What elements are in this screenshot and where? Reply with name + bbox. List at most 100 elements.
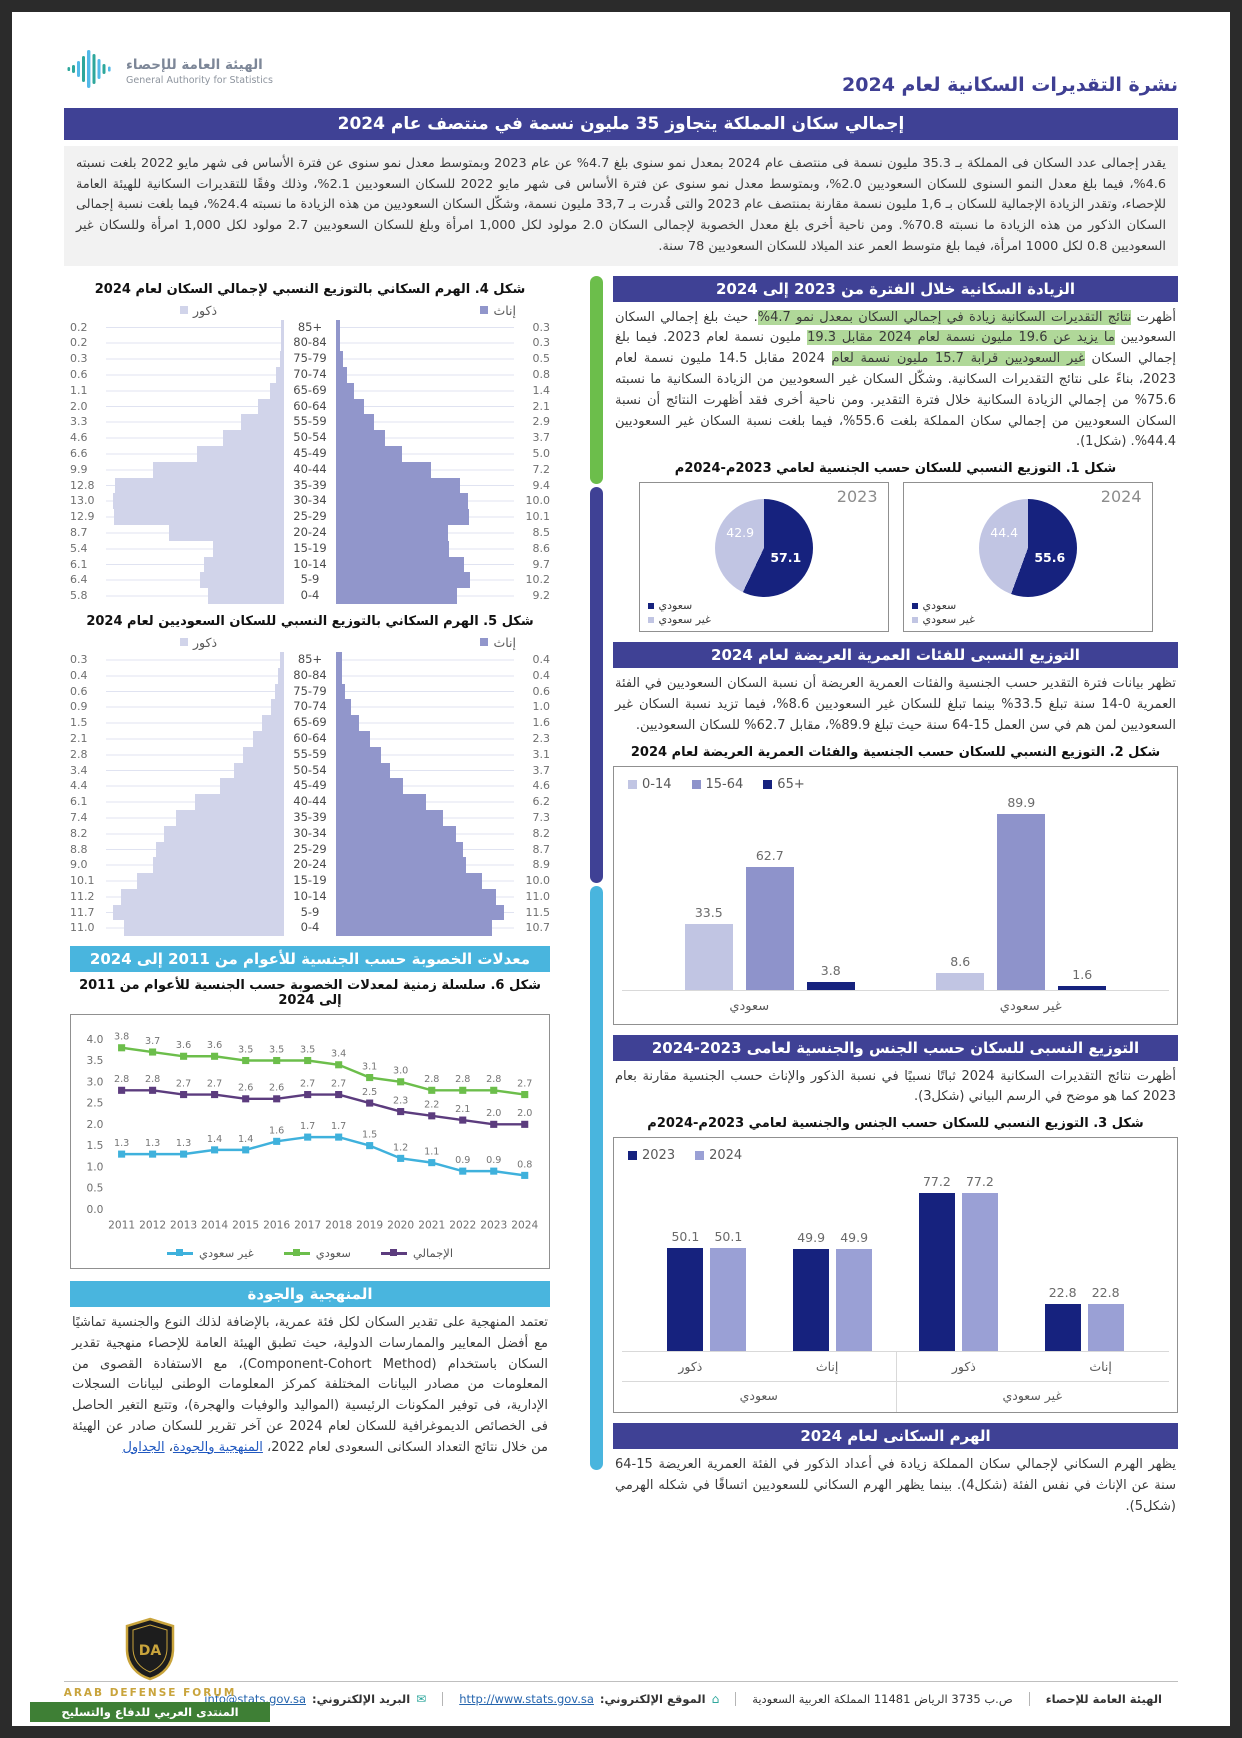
pyramid-row: 0.4 80-84 0.4 (70, 667, 550, 684)
section-title-methodology: المنهجية والجودة (70, 1281, 550, 1308)
gastat-logo-text: الهيئة العامة للإحصاء General Authority … (126, 57, 273, 86)
x-tick-label: 2012 (139, 1219, 166, 1232)
bar-wrap: 77.2 (961, 1174, 998, 1352)
bar (961, 1192, 998, 1352)
line-marker (273, 1057, 281, 1065)
female-bar-track (336, 351, 514, 367)
line-marker (428, 1112, 436, 1120)
category-label: سعودي (729, 998, 770, 1014)
pie: 55.6 44.4 (978, 499, 1077, 598)
male-bar-track (106, 715, 284, 731)
female-bar-track (336, 398, 514, 415)
line-series (121, 1089, 525, 1126)
data-point-label: 3.1 (362, 1062, 377, 1073)
fig6-fertility-line-chart: 0.0 0.5 1.0 1.5 2.0 2.5 3.0 3.5 4.0 2011 2012 2013 2… (70, 1014, 550, 1270)
age-group-label: 25-29 (293, 841, 327, 856)
line-marker (304, 1091, 312, 1099)
female-value-label: 7.2 (532, 462, 551, 476)
pie-year-label: 2023 (836, 487, 878, 507)
right-column: الزيادة السكانية خلال الفترة من 2023 إلى… (613, 275, 1178, 1526)
legend-swatch (380, 1249, 407, 1257)
two-tier-axis: ذكور إناث ذكور إناث سعودي غير سعودي (622, 1351, 1169, 1413)
svg-text:DA: DA (139, 1643, 162, 1659)
female-bar-track (336, 825, 514, 842)
age-group-label: 0-4 (300, 588, 320, 603)
data-point-label: 2.5 (362, 1087, 377, 1098)
legend-label-females: إناث (493, 302, 516, 318)
female-bar (336, 335, 340, 352)
highlighted-text: نتائج التقديرات السكانية زيادة في إجمالي… (757, 309, 1132, 325)
line-marker (490, 1087, 498, 1095)
footer-website-link[interactable]: http://www.stats.gov.sa (459, 1692, 594, 1706)
legend-swatch (628, 1151, 637, 1161)
gastat-logo-name-ar: الهيئة العامة للإحصاء (126, 56, 263, 73)
tables-link[interactable]: الجداول (122, 1439, 165, 1455)
line-marker (428, 1087, 436, 1095)
male-bar (115, 477, 284, 494)
male-bar (280, 351, 284, 367)
line-marker (273, 1095, 281, 1103)
bar (684, 924, 733, 990)
male-bar-track (106, 857, 284, 874)
bar-group: 8.6 89.9 1.6 (936, 795, 1107, 990)
pyramid-row: 12.9 25-29 10.1 (70, 509, 550, 525)
female-value-label: 0.5 (532, 352, 551, 366)
male-bar-track (106, 414, 284, 431)
legend-label: غير سعودي (198, 1246, 254, 1261)
male-value-label: 9.0 (70, 858, 88, 872)
footer-email-link[interactable]: info@stats.gov.sa (204, 1692, 307, 1706)
male-bar-track (106, 588, 284, 604)
male-value-label: 0.6 (70, 367, 88, 381)
age-group-label: 50-54 (293, 762, 327, 777)
x-tick-label: 2024 (511, 1219, 538, 1232)
y-tick-label: 2.5 (86, 1097, 103, 1110)
age-group-label: 15-19 (293, 540, 327, 555)
section-title-increase: الزيادة السكانية خلال الفترة من 2023 إلى… (613, 275, 1178, 302)
female-value-label: 8.2 (532, 826, 551, 840)
female-bar-track (336, 556, 514, 573)
age-group-label: 60-64 (293, 730, 327, 745)
data-point-label: 2.8 (455, 1074, 470, 1085)
female-bar-track (336, 335, 514, 352)
female-bar (336, 888, 497, 905)
male-bar (234, 762, 284, 779)
category-axis: سعودي غير سعودي (614, 991, 1177, 1024)
male-value-label: 5.4 (70, 541, 88, 555)
male-bar (219, 778, 284, 795)
female-value-label: 0.6 (532, 684, 551, 698)
legend-label: غير سعودي (658, 613, 711, 627)
footer-address: ص.ب 3735 الرياض 11481 المملكة العربية ال… (735, 1692, 1029, 1706)
line-series (121, 1046, 525, 1097)
age-group-label: 20-24 (293, 524, 327, 539)
legend-item: 15-64 (691, 777, 743, 792)
age-group-label: 5-9 (300, 572, 320, 587)
methodology-link[interactable]: المنهجية والجودة (172, 1439, 263, 1455)
legend-swatch (911, 602, 918, 609)
bar-wrap: 62.7 (745, 848, 794, 990)
bar-wrap: 33.5 (684, 905, 733, 990)
line-marker (118, 1087, 126, 1095)
male-value-label: 9.9 (70, 462, 88, 476)
data-point-label: 2.7 (331, 1079, 346, 1090)
female-bar (336, 920, 493, 937)
bar (1058, 986, 1107, 990)
female-value-label: 8.6 (532, 541, 551, 555)
fig5-title: شكل 5. الهرم السكاني بالتوزيع النسبي للس… (86, 613, 534, 629)
female-bar-track (336, 651, 514, 668)
female-bar-track (336, 794, 514, 810)
data-point-label: 1.3 (176, 1138, 191, 1149)
line-marker (366, 1142, 374, 1150)
pyramid-row: 0.2 80-84 0.3 (70, 335, 550, 352)
link-separator: ، (164, 1439, 173, 1455)
accent-segment-green (590, 275, 603, 484)
pyramid-row: 11.2 10-14 11.0 (70, 888, 550, 905)
section-title-broad-age: التوزيع النسبى للفئات العمرية العريضة لع… (613, 642, 1178, 669)
pyramid-row: 1.5 65-69 1.6 (70, 715, 550, 731)
pyramid-row: 10.1 15-19 10.0 (70, 873, 550, 889)
bar-value-label: 33.5 (694, 905, 723, 921)
footer-email: ✉ البريد الإلكتروني: info@stats.gov.sa (188, 1692, 442, 1706)
female-bar (336, 746, 382, 763)
x-tick-label: 2015 (232, 1219, 259, 1232)
legend-item: سعودي (647, 599, 711, 612)
chart-legend: 0-14 15-64 65+ (614, 767, 1177, 792)
